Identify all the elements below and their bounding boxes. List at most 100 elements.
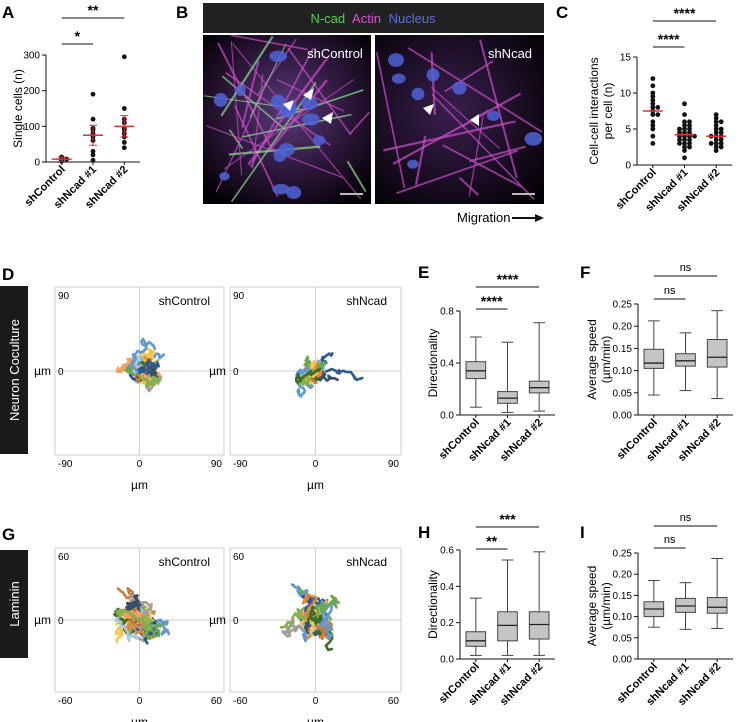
- track-title: shNcad: [346, 555, 387, 569]
- migration-track: [128, 337, 157, 374]
- chart-f: 0.00 0.05 0.10 0.15 0.20 0.25 Average speed (µm…: [585, 262, 733, 464]
- significance-label: ****: [658, 31, 680, 47]
- data-point: [90, 148, 96, 154]
- data-point: [650, 101, 656, 107]
- data-point: [677, 137, 682, 143]
- cell-process: [414, 135, 427, 186]
- cell-process: [225, 72, 331, 147]
- box: [706, 339, 728, 368]
- nucleus: [235, 84, 246, 97]
- data-point: [677, 126, 682, 132]
- data-point: [687, 137, 692, 143]
- data-point: [687, 126, 692, 132]
- y-tick-label: 0.15: [613, 344, 633, 355]
- data-point: [713, 115, 719, 121]
- track-y0-label: 0: [58, 367, 64, 378]
- cell-process: [458, 177, 480, 196]
- y-tick-label: 0.10: [613, 612, 633, 623]
- y-axis-label: (µm/min): [599, 582, 613, 630]
- legend-nucleus: Nucleus: [389, 11, 436, 26]
- data-point: [650, 119, 656, 125]
- cell-process: [242, 113, 352, 138]
- data-point: [655, 112, 661, 117]
- data-point: [682, 144, 687, 150]
- track-plot-d: 90 0 -90 0 90 shControl µm 90 0 -90 0 90 shNcad µm µm µ…: [34, 286, 402, 492]
- migration-track: [138, 617, 164, 641]
- significance-label: ***: [499, 511, 516, 527]
- y-axis-label: Cell-cell interactions: [587, 57, 601, 164]
- panel-label-a: A: [2, 3, 14, 22]
- cell-process: [468, 116, 484, 197]
- data-point: [682, 112, 687, 117]
- y-tick-label: 0.10: [613, 366, 633, 377]
- migration-track: [294, 367, 322, 384]
- data-point: [718, 119, 724, 125]
- y-axis-label: Average speed: [585, 319, 599, 400]
- data-point: [650, 123, 656, 128]
- data-point: [121, 145, 127, 151]
- track-plot-g: 60 0 -60 0 60 shControl µm 60 0 -60 0 60 shNcad µm µm µ…: [34, 547, 402, 722]
- chart-i: 0.00 0.05 0.10 0.15 0.20 0.25 Average speed (µm…: [585, 512, 733, 708]
- track-title: shControl: [159, 294, 210, 308]
- box: [675, 353, 696, 367]
- data-point: [687, 144, 692, 150]
- box: [706, 597, 728, 614]
- track-title: shControl: [159, 555, 210, 569]
- y-axis-label: per cell (n): [601, 83, 615, 140]
- chart-h: 0.00.20.40.6DirectionalityshControlshNca…: [426, 511, 555, 708]
- data-point: [90, 152, 96, 158]
- track-y0-label: 0: [233, 616, 239, 627]
- track-xmax-label: 60: [388, 696, 400, 707]
- migration-arrow-head: [535, 214, 544, 222]
- cell-process: [346, 160, 367, 193]
- track-x0-label: 0: [313, 696, 319, 707]
- migration-track: [301, 592, 318, 620]
- track-y-label: µm: [209, 613, 226, 627]
- significance-label: ****: [674, 5, 696, 21]
- migration-track: [136, 371, 161, 388]
- data-point: [650, 94, 656, 99]
- data-point: [713, 112, 719, 117]
- track-x0-label: 0: [137, 696, 143, 707]
- track-x-label: µm: [131, 478, 148, 492]
- cell-process: [220, 35, 274, 117]
- cell-process: [268, 79, 328, 152]
- y-tick-label: 0.2: [440, 618, 454, 629]
- data-point: [650, 112, 656, 117]
- significance-label: **: [88, 2, 99, 18]
- channel-legend: N-cad Actin Nucleus: [310, 11, 436, 26]
- y-tick-label: 0.20: [613, 570, 633, 581]
- cell-process: [396, 149, 518, 194]
- cell-process: [348, 111, 371, 135]
- y-tick-label: 0.4: [440, 359, 454, 370]
- migration-track: [125, 594, 142, 619]
- y-tick-label: 0.6: [440, 546, 454, 557]
- track-ymin-label: -60: [233, 696, 248, 707]
- panel-label-f: F: [580, 263, 590, 282]
- chart-c: 0 5 10 15 Cell-cell interactions per cell (n)…: [587, 5, 732, 214]
- track-x-label: µm: [307, 478, 324, 492]
- y-tick-label: 0: [625, 161, 631, 172]
- significance-label: ns: [664, 534, 676, 546]
- y-tick-label: 0.05: [613, 633, 633, 644]
- nucleus: [524, 132, 543, 146]
- data-point: [713, 130, 719, 136]
- nucleus: [407, 159, 419, 169]
- track-xmax-label: 60: [211, 696, 223, 707]
- track-x-label: µm: [131, 715, 148, 722]
- y-tick-label: 0.8: [440, 307, 454, 318]
- data-point: [713, 141, 719, 146]
- panel-label-g: G: [2, 525, 15, 544]
- data-point: [713, 137, 719, 143]
- track-ymax-label: 60: [233, 552, 245, 563]
- data-point: [650, 105, 656, 110]
- cell-process: [431, 94, 535, 200]
- data-point: [121, 106, 127, 111]
- track-xmax-label: 90: [388, 459, 400, 470]
- panel-b-micrographs: N-cad Actin Nucleus shControl shNcad Mig…: [203, 3, 544, 225]
- condition-band-neuron-label: Neuron Coculture: [7, 319, 22, 421]
- data-point: [682, 148, 687, 154]
- y-tick-label: 10: [620, 89, 632, 100]
